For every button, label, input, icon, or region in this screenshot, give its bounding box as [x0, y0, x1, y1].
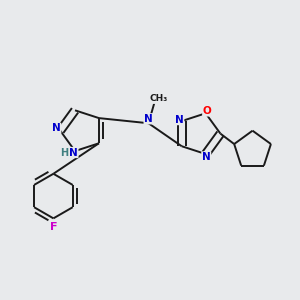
- Text: N: N: [202, 152, 211, 162]
- Text: N: N: [52, 123, 61, 133]
- Text: N: N: [175, 115, 184, 124]
- Text: CH₃: CH₃: [149, 94, 167, 103]
- Text: N: N: [144, 114, 153, 124]
- Text: N: N: [69, 148, 78, 158]
- Text: H: H: [60, 148, 68, 158]
- Text: O: O: [203, 106, 212, 116]
- Text: F: F: [50, 222, 57, 232]
